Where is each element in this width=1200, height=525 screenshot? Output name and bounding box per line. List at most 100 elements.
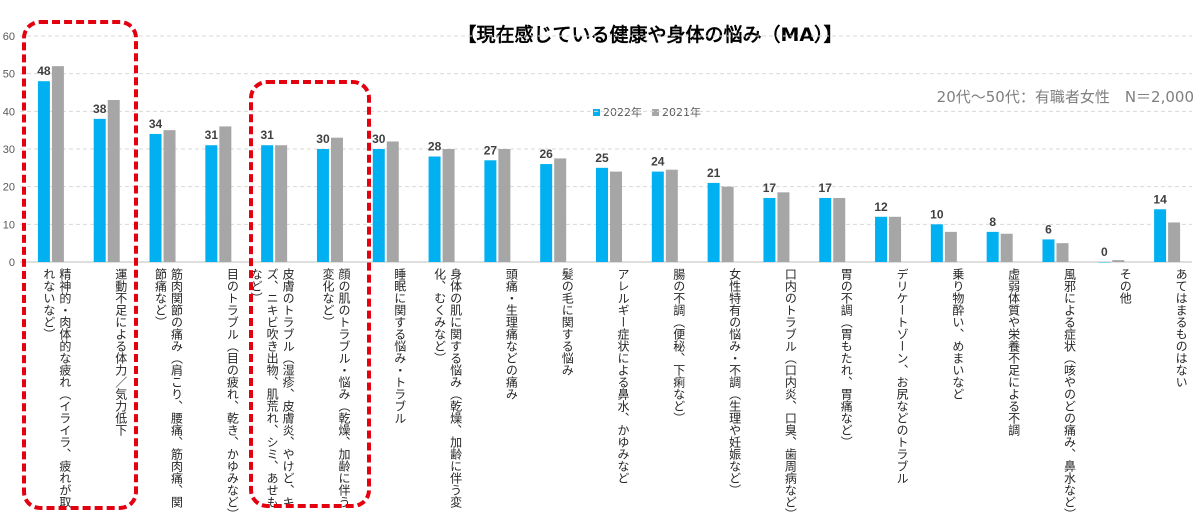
y-tick-label: 30 <box>3 144 15 156</box>
data-label: 14 <box>1153 192 1167 206</box>
category-label: 皮膚のトラブル（湿疹、皮膚炎、やけど、キズ、ニキビ吹き出物、肌荒れ、シミ、あせも… <box>249 268 296 508</box>
y-tick-label: 50 <box>3 69 15 81</box>
category-label: デリケートゾーン、お尻などのトラブル <box>895 268 910 484</box>
bar-2021 <box>665 169 678 262</box>
category-label: 腸の不調（便秘、下痢など） <box>671 268 686 424</box>
category-label: 口内のトラブル（口内炎、口臭、歯周病など） <box>783 268 798 520</box>
bar-2022 <box>316 149 329 262</box>
legend-swatch-2021 <box>652 108 659 116</box>
sample-note: 20代～50代：有職者女性 N＝2,000 <box>936 88 1194 106</box>
bar-2021 <box>889 216 902 262</box>
bar-2022 <box>1098 262 1111 263</box>
bar-2021 <box>1000 233 1013 262</box>
category-label: 睡眠に関する悩み・トラブル <box>392 268 407 424</box>
legend: 2022年 2021年 <box>593 104 701 120</box>
data-label: 31 <box>260 128 274 142</box>
data-label: 17 <box>763 181 777 195</box>
y-tick-label: 40 <box>3 106 15 118</box>
y-tick-label: 0 <box>9 257 15 269</box>
data-label: 12 <box>874 200 888 214</box>
bar-2021 <box>330 137 343 262</box>
category-label: あてはまるものはない <box>1174 268 1189 388</box>
category-label: 筋肉関節の痛み（肩こり、腰痛、筋肉痛、関節痛など） <box>153 268 184 508</box>
category-label: 乗り物酔い、めまいなど <box>950 268 965 400</box>
bar-2022 <box>986 231 999 262</box>
bar-2022 <box>372 149 385 262</box>
data-label: 48 <box>37 64 51 78</box>
bar-2022 <box>875 216 888 262</box>
category-label: 胃の不調（胃もたれ、胃痛など） <box>839 268 854 448</box>
bar-2022 <box>651 171 664 262</box>
data-label: 24 <box>651 155 665 169</box>
data-label: 6 <box>1045 222 1052 236</box>
bar-2021 <box>442 149 455 262</box>
bar-2022 <box>37 81 50 262</box>
data-label: 17 <box>819 181 833 195</box>
bar-2021 <box>498 149 511 262</box>
category-label: アレルギー症状による鼻水、かゆみなど <box>616 268 630 484</box>
bar-2021 <box>721 186 734 262</box>
bar-2022 <box>819 197 832 262</box>
legend-label-2022: 2022年 <box>603 106 642 119</box>
category-label: 精神的・肉体的な疲れ（イライラ、疲れが取れないなど） <box>41 268 72 508</box>
bar-2022 <box>428 156 441 262</box>
data-label: 34 <box>149 117 163 131</box>
bar-2022 <box>261 145 274 262</box>
bar-2021 <box>163 130 176 262</box>
data-label: 26 <box>540 147 554 161</box>
bar-2022 <box>149 133 162 262</box>
data-label: 38 <box>93 102 107 116</box>
bar-2021 <box>51 66 64 262</box>
bar-2022 <box>930 224 943 262</box>
bar-2022 <box>484 160 497 262</box>
data-label: 0 <box>1101 245 1108 259</box>
data-label: 28 <box>428 140 442 154</box>
bar-2021 <box>1112 260 1125 262</box>
bar-2022 <box>93 118 106 262</box>
bar-2021 <box>275 145 288 262</box>
category-label: 髪の毛に関する悩み <box>560 268 575 376</box>
bar-2022 <box>763 197 776 262</box>
data-label: 31 <box>205 128 219 142</box>
y-tick-label: 10 <box>3 219 15 231</box>
y-tick-label: 60 <box>3 31 15 43</box>
data-label: 30 <box>316 132 330 146</box>
bar-2021 <box>1056 243 1069 262</box>
category-label: 風邪による症状（咳やのどの痛み、鼻水など） <box>1062 268 1077 520</box>
chart-title: 【現在感じている健康や身体の悩み（MA）】 <box>457 24 843 46</box>
highlight-box-skin <box>249 80 371 508</box>
legend-2021: 2021年 <box>652 104 701 120</box>
category-label: 身体の肌に関する悩み（乾燥、加齢に伴う変化、むくみなど） <box>432 268 463 508</box>
bar-2021 <box>1168 222 1181 262</box>
category-label: 女性特有の悩み・不調（生理や妊娠など） <box>727 268 742 496</box>
category-label: その他 <box>1118 268 1133 304</box>
category-label: 運動不足による体力／気力低下 <box>113 268 128 436</box>
bar-2022 <box>596 167 608 262</box>
bar-2021 <box>777 192 790 262</box>
bar-2022 <box>540 164 553 262</box>
bar-2022 <box>1042 239 1055 262</box>
bar-2021 <box>833 197 846 262</box>
data-label: 25 <box>595 151 609 165</box>
highlight-box-fatigue-exercise <box>22 20 138 510</box>
bar-2022 <box>1154 209 1167 262</box>
data-label: 8 <box>989 215 996 229</box>
category-label: 虚弱体質や栄養不足による不調 <box>1006 268 1021 436</box>
category-label: 頭痛・生理痛などの痛み <box>504 268 519 400</box>
bar-2022 <box>205 145 218 262</box>
data-label: 10 <box>930 207 944 221</box>
y-tick-label: 20 <box>3 182 15 194</box>
data-label: 21 <box>707 166 721 180</box>
legend-swatch-2022 <box>593 108 600 116</box>
bar-2021 <box>944 231 957 262</box>
bar-2021 <box>386 141 399 262</box>
bar-2021 <box>554 158 567 262</box>
bar-2021 <box>219 126 232 263</box>
category-label: 目のトラブル（目の疲れ、乾き、かゆみなど） <box>225 268 240 520</box>
data-label: 30 <box>372 132 386 146</box>
legend-2022: 2022年 <box>593 104 642 120</box>
category-label: 顔の肌のトラブル・悩み（乾燥、加齢に伴う変化など） <box>320 268 351 508</box>
bar-2021 <box>610 171 622 262</box>
legend-label-2021: 2021年 <box>662 106 701 119</box>
